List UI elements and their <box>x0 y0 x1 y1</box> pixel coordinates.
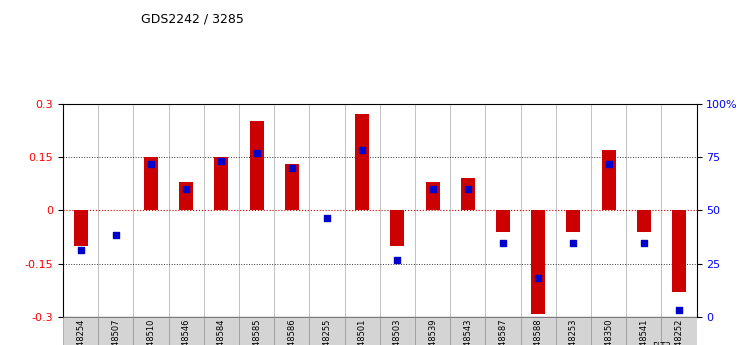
Bar <box>415 317 450 345</box>
Point <box>673 307 685 313</box>
Bar <box>391 210 405 246</box>
Text: GSM48584: GSM48584 <box>217 319 226 345</box>
Bar <box>461 178 475 210</box>
Bar <box>144 157 158 210</box>
Text: GSM48507: GSM48507 <box>111 319 120 345</box>
Bar <box>285 164 299 210</box>
Point <box>427 186 439 192</box>
Point <box>602 161 614 167</box>
Point <box>75 247 87 253</box>
Point <box>391 258 403 263</box>
Bar <box>204 104 239 317</box>
Bar <box>415 104 450 317</box>
Bar <box>637 210 651 232</box>
Point <box>356 147 368 152</box>
Bar <box>520 317 556 345</box>
Bar <box>496 210 510 232</box>
Point <box>532 275 544 281</box>
Bar <box>345 317 379 345</box>
Bar <box>214 157 228 210</box>
Text: GSM48546: GSM48546 <box>182 319 190 345</box>
Text: GSM48253: GSM48253 <box>569 319 578 345</box>
Bar <box>661 104 697 317</box>
Bar <box>309 104 345 317</box>
Point <box>321 215 333 220</box>
Bar <box>250 121 264 210</box>
Bar <box>379 317 415 345</box>
Bar <box>63 104 98 317</box>
Text: GDS2242 / 3285: GDS2242 / 3285 <box>141 12 244 25</box>
Bar <box>485 104 520 317</box>
Bar <box>204 317 239 345</box>
Text: GSM48510: GSM48510 <box>147 319 156 345</box>
Point <box>145 161 157 167</box>
Bar <box>556 104 591 317</box>
Bar <box>591 104 626 317</box>
Text: FLT3
internal
tande
m dupli: FLT3 internal tande m dupli <box>645 342 677 345</box>
Point <box>638 240 650 245</box>
Text: GSM48539: GSM48539 <box>428 319 437 345</box>
Text: GSM48501: GSM48501 <box>358 319 367 345</box>
Bar <box>133 104 168 317</box>
Bar <box>98 317 133 345</box>
Bar <box>626 317 661 345</box>
Bar <box>661 317 697 345</box>
Bar <box>602 150 616 210</box>
Point <box>216 158 227 163</box>
Bar <box>355 114 369 210</box>
Point <box>250 151 262 156</box>
Bar <box>591 317 626 345</box>
Point <box>110 233 122 238</box>
Bar <box>450 317 485 345</box>
Bar <box>425 182 439 210</box>
Bar <box>73 210 87 246</box>
Text: GSM48543: GSM48543 <box>463 319 472 345</box>
Bar <box>168 317 204 345</box>
Bar <box>274 104 309 317</box>
Text: GSM48541: GSM48541 <box>639 319 648 345</box>
Bar <box>345 104 379 317</box>
Bar <box>179 182 193 210</box>
Bar <box>168 104 204 317</box>
Text: GSM48586: GSM48586 <box>288 319 296 345</box>
Text: GSM48255: GSM48255 <box>322 319 331 345</box>
Bar <box>450 104 485 317</box>
Point <box>286 165 298 170</box>
Point <box>462 186 473 192</box>
Bar <box>274 317 309 345</box>
Bar <box>556 317 591 345</box>
Bar <box>531 210 545 314</box>
Bar <box>485 317 520 345</box>
Text: GSM48587: GSM48587 <box>499 319 508 345</box>
Text: GSM48588: GSM48588 <box>534 319 542 345</box>
Bar <box>379 104 415 317</box>
Bar <box>133 317 168 345</box>
Bar <box>239 104 274 317</box>
Text: GSM48350: GSM48350 <box>604 319 613 345</box>
Bar <box>239 317 274 345</box>
Bar <box>626 104 661 317</box>
Text: GSM48585: GSM48585 <box>252 319 261 345</box>
Text: GSM48254: GSM48254 <box>76 319 85 345</box>
Bar <box>672 210 686 293</box>
Bar <box>98 104 133 317</box>
Bar <box>520 104 556 317</box>
Text: GSM48252: GSM48252 <box>674 319 683 345</box>
Point <box>568 240 579 245</box>
Point <box>497 240 509 245</box>
Point <box>180 186 192 192</box>
Bar <box>566 210 580 232</box>
Text: GSM48503: GSM48503 <box>393 319 402 345</box>
Bar <box>310 317 345 345</box>
Bar <box>63 317 98 345</box>
